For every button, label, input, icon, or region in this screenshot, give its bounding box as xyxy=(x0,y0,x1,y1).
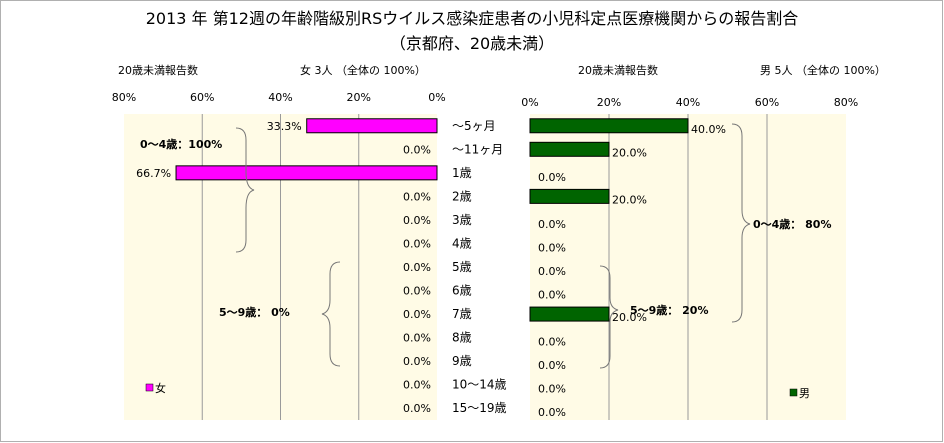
female-x-tick-label: 40% xyxy=(268,91,292,104)
male-data-label: 0.0% xyxy=(538,336,566,349)
female-data-label: 0.0% xyxy=(403,190,431,203)
female-data-label: 0.0% xyxy=(403,379,431,392)
male-legend-label: 男 xyxy=(799,387,810,400)
female-x-tick-label: 20% xyxy=(347,91,371,104)
female-count-label: 20歳未満報告数 xyxy=(118,64,198,77)
female-data-label: 0.0% xyxy=(403,143,431,156)
male-data-label: 0.0% xyxy=(538,406,566,419)
chart-subtitle: （京都府、20歳未満） xyxy=(389,34,555,53)
age-category-label: 1歳 xyxy=(452,166,472,180)
age-category-label: 9歳 xyxy=(452,354,472,368)
age-category-label: 8歳 xyxy=(452,331,472,345)
female-x-tick-label: 0% xyxy=(428,91,445,104)
age-category-label: 7歳 xyxy=(452,307,472,321)
female-data-label: 0.0% xyxy=(403,285,431,298)
male-x-tick-label: 40% xyxy=(676,96,700,109)
male-bar xyxy=(529,188,610,204)
male-data-label: 0.0% xyxy=(538,241,566,254)
male-data-label: 20.0% xyxy=(612,146,647,159)
male-x-tick-label: 60% xyxy=(755,96,779,109)
age-category-label: 3歳 xyxy=(452,213,472,227)
female-data-label: 0.0% xyxy=(403,402,431,415)
male-data-label: 0.0% xyxy=(538,218,566,231)
male-data-label: 0.0% xyxy=(538,359,566,372)
female-bar xyxy=(306,118,438,134)
age-category-label: 5歳 xyxy=(452,260,472,274)
male-data-label: 40.0% xyxy=(691,123,726,136)
male-data-label: 0.0% xyxy=(538,383,566,396)
male-x-tick-label: 0% xyxy=(521,96,538,109)
female-data-label: 33.3% xyxy=(267,120,302,133)
female-brace-5-9 xyxy=(321,261,341,367)
male-x-tick-label: 80% xyxy=(834,96,858,109)
female-data-label: 0.0% xyxy=(403,355,431,368)
male-data-label: 20.0% xyxy=(612,193,647,206)
male-legend-swatch xyxy=(789,388,798,397)
female-legend-label: 女 xyxy=(155,381,166,395)
male-count-label: 20歳未満報告数 xyxy=(578,64,658,77)
male-bar xyxy=(529,141,610,157)
female-annotation-0-4: 0～4歳：100% xyxy=(140,137,222,151)
male-data-label: 0.0% xyxy=(538,171,566,184)
female-x-tick-label: 60% xyxy=(190,91,214,104)
male-x-tick-label: 20% xyxy=(597,96,621,109)
male-summary: 男 5人 （全体の 100%） xyxy=(760,64,886,77)
male-bar xyxy=(529,306,610,322)
female-data-label: 0.0% xyxy=(403,261,431,274)
female-brace-0-4 xyxy=(235,127,255,253)
age-category-label: 15～19歳 xyxy=(452,401,507,415)
age-category-label: 10～14歳 xyxy=(452,378,507,392)
male-brace-5-9 xyxy=(599,265,619,369)
male-annotation-0-4: 0～4歳： 80% xyxy=(753,217,831,231)
female-data-label: 0.0% xyxy=(403,237,431,250)
female-data-label: 0.0% xyxy=(403,214,431,227)
age-category-label: ～5ヶ月 xyxy=(452,119,496,133)
age-category-label: ～11ヶ月 xyxy=(452,142,503,156)
male-brace-0-4 xyxy=(731,123,751,323)
male-data-label: 20.0% xyxy=(612,311,647,324)
age-category-label: 4歳 xyxy=(452,236,472,250)
female-data-label: 66.7% xyxy=(136,167,171,180)
female-annotation-5-9: 5～9歳： 0% xyxy=(219,305,290,319)
female-data-label: 0.0% xyxy=(403,332,431,345)
female-summary: 女 3人 （全体の 100%） xyxy=(300,64,426,77)
male-annotation-5-9: 5～9歳： 20% xyxy=(630,303,708,317)
female-bar xyxy=(175,165,438,181)
chart-title: 2013 年 第12週の年齢階級別RSウイルス感染症患者の小児科定点医療機関から… xyxy=(145,9,799,28)
female-legend-swatch xyxy=(145,383,154,392)
male-data-label: 0.0% xyxy=(538,265,566,278)
age-category-label: 2歳 xyxy=(452,189,472,203)
male-bar xyxy=(529,118,689,134)
female-data-label: 0.0% xyxy=(403,308,431,321)
age-category-label: 6歳 xyxy=(452,284,472,298)
male-data-label: 0.0% xyxy=(538,289,566,302)
female-x-tick-label: 80% xyxy=(112,91,136,104)
